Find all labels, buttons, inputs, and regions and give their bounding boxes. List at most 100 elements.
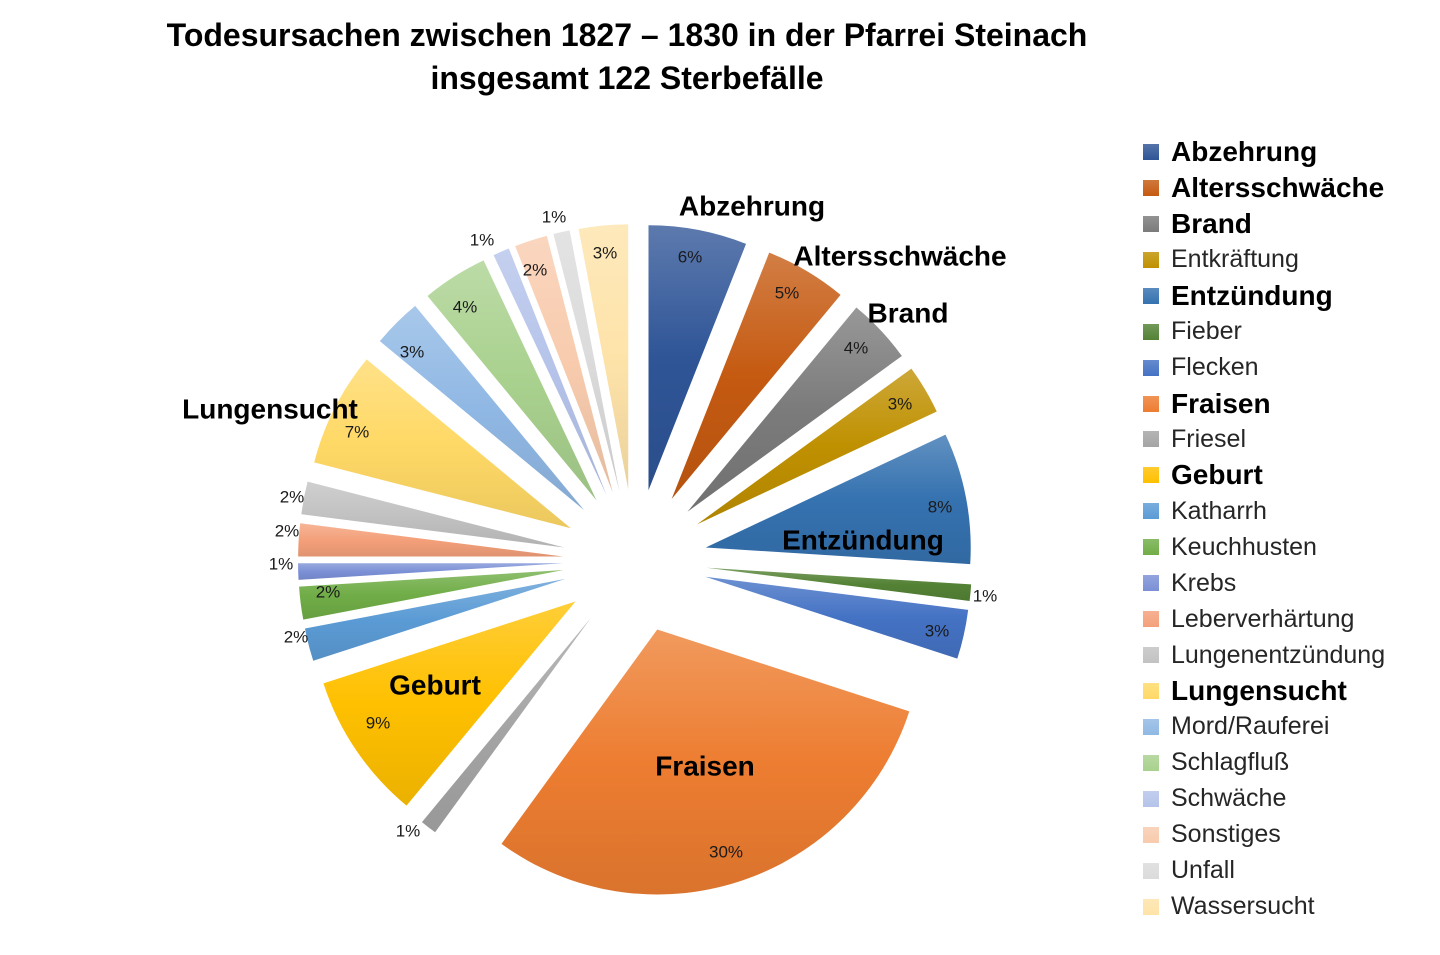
legend: Abzehrung Altersschwäche Brand Entkräftung E… [1143, 134, 1433, 925]
legend-item-lungenentzuendung: Lungenentzündung [1143, 637, 1433, 673]
legend-item-krebs: Krebs [1143, 565, 1433, 601]
pie-slice-katharrh [304, 578, 566, 661]
legend-swatch [1143, 539, 1159, 556]
legend-swatch [1143, 503, 1159, 520]
pie-slice-entkraeftung [696, 368, 937, 525]
pie-slice-abzehrung [648, 225, 747, 491]
data-label-schlagfluss: 4% [453, 298, 478, 317]
pie-slice-brand [687, 307, 902, 512]
legend-item-fraisen: Fraisen [1143, 386, 1433, 422]
legend-swatch [1143, 611, 1159, 628]
pie-slice-geburt [323, 601, 576, 806]
data-label-lungensucht: 7% [345, 423, 370, 442]
pie-slice-mord-rauferei [379, 305, 585, 511]
category-label-lungensucht: Lungensucht [182, 394, 358, 425]
legend-label: Sonstiges [1171, 820, 1281, 849]
legend-swatch [1143, 431, 1159, 448]
chart-title-block: Todesursachen zwischen 1827 – 1830 in de… [0, 14, 1254, 100]
legend-item-unfall: Unfall [1143, 853, 1433, 889]
pie-slice-schlagfluss [427, 260, 597, 501]
pie-slice-unfall [553, 230, 620, 491]
legend-item-altersschwaeche: Altersschwäche [1143, 170, 1433, 206]
legend-label: Abzehrung [1171, 135, 1318, 167]
category-label-fraisen: Fraisen [655, 751, 755, 782]
category-labels: Abzehrung Altersschwäche Brand Entzündung Fr… [182, 191, 1006, 782]
data-label-altersschwaeche: 5% [775, 284, 800, 303]
pie-slice-sonstiges [515, 235, 613, 493]
data-label-lungenentzuendung: 2% [280, 488, 305, 507]
legend-swatch [1143, 575, 1159, 592]
legend-item-lungensucht: Lungensucht [1143, 673, 1433, 709]
legend-item-wassersucht: Wassersucht [1143, 889, 1433, 925]
data-label-geburt: 9% [366, 714, 391, 733]
data-labels: 6% 5% 4% 3% 8% 1% 3% 30% 1% 9% 2% 2% 1% 2% 2% 7% 3% 4% 1% 2… [269, 208, 998, 862]
legend-item-entkraeftung: Entkräftung [1143, 242, 1433, 278]
legend-item-fieber: Fieber [1143, 314, 1433, 350]
data-label-keuchhusten: 2% [316, 583, 341, 602]
legend-item-flecken: Flecken [1143, 350, 1433, 386]
pie-slice-lungensucht [314, 359, 571, 529]
legend-label: Krebs [1171, 568, 1237, 597]
data-label-schwaeche: 1% [470, 231, 495, 250]
legend-swatch [1143, 251, 1159, 268]
legend-swatch [1143, 754, 1159, 771]
data-label-fieber: 1% [973, 587, 998, 606]
legend-swatch [1143, 647, 1159, 664]
legend-label: Geburt [1171, 459, 1263, 491]
chart-subtitle: insgesamt 122 Sterbefälle [430, 60, 824, 96]
legend-label: Leberverhärtung [1171, 604, 1355, 633]
legend-swatch [1143, 898, 1159, 915]
data-label-fraisen: 30% [709, 843, 743, 862]
legend-label: Brand [1171, 207, 1252, 239]
legend-swatch [1143, 395, 1159, 412]
pie-slice-lungenentzuendung [301, 481, 565, 548]
data-label-sonstiges: 2% [523, 261, 548, 280]
data-label-krebs: 1% [269, 555, 294, 574]
legend-item-katharrh: Katharrh [1143, 493, 1433, 529]
data-label-unfall: 1% [542, 208, 567, 227]
legend-label: Flecken [1171, 353, 1259, 382]
pie-slice-wassersucht [578, 224, 629, 490]
legend-item-geburt: Geburt [1143, 457, 1433, 493]
data-label-flecken: 3% [925, 622, 950, 641]
pie-slices [298, 224, 972, 895]
data-label-abzehrung: 6% [678, 248, 703, 267]
pie-slice-friesel [421, 617, 591, 833]
data-label-katharrh: 2% [284, 628, 309, 647]
legend-swatch [1143, 143, 1159, 160]
category-label-geburt: Geburt [389, 670, 481, 701]
legend-swatch [1143, 359, 1159, 376]
legend-label: Friesel [1171, 424, 1247, 453]
legend-item-sonstiges: Sonstiges [1143, 817, 1433, 853]
pie-slice-entzuendung [705, 434, 971, 565]
data-label-friesel: 1% [396, 822, 421, 841]
pie-slice-fieber [706, 567, 972, 601]
pie-slice-keuchhusten [299, 570, 564, 620]
legend-label: Keuchhusten [1171, 532, 1317, 561]
data-label-leberverhaertung: 2% [275, 522, 300, 541]
legend-item-schlagfluss: Schlagfluß [1143, 745, 1433, 781]
legend-item-brand: Brand [1143, 206, 1433, 242]
legend-label: Entzündung [1171, 279, 1333, 311]
legend-item-friesel: Friesel [1143, 422, 1433, 458]
legend-label: Fieber [1171, 317, 1242, 346]
data-label-entkraeftung: 3% [888, 395, 913, 414]
legend-label: Schlagfluß [1171, 748, 1290, 777]
legend-label: Fraisen [1171, 387, 1271, 419]
pie-slice-altersschwaeche [671, 252, 841, 500]
legend-item-leberverhaertung: Leberverhärtung [1143, 601, 1433, 637]
legend-label: Lungenentzündung [1171, 640, 1386, 669]
chart-title: Todesursachen zwischen 1827 – 1830 in de… [166, 17, 1088, 53]
legend-label: Unfall [1171, 856, 1235, 885]
legend-swatch [1143, 718, 1159, 735]
legend-swatch [1143, 467, 1159, 484]
pie-slice-krebs [298, 563, 564, 580]
legend-swatch [1143, 215, 1159, 232]
data-label-entzuendung: 8% [928, 498, 953, 517]
legend-label: Altersschwäche [1171, 171, 1385, 203]
legend-label: Schwäche [1171, 784, 1287, 813]
legend-swatch [1143, 683, 1159, 700]
legend-label: Mord/Rauferei [1171, 712, 1330, 741]
pie-slice-leberverhaertung [298, 523, 564, 557]
